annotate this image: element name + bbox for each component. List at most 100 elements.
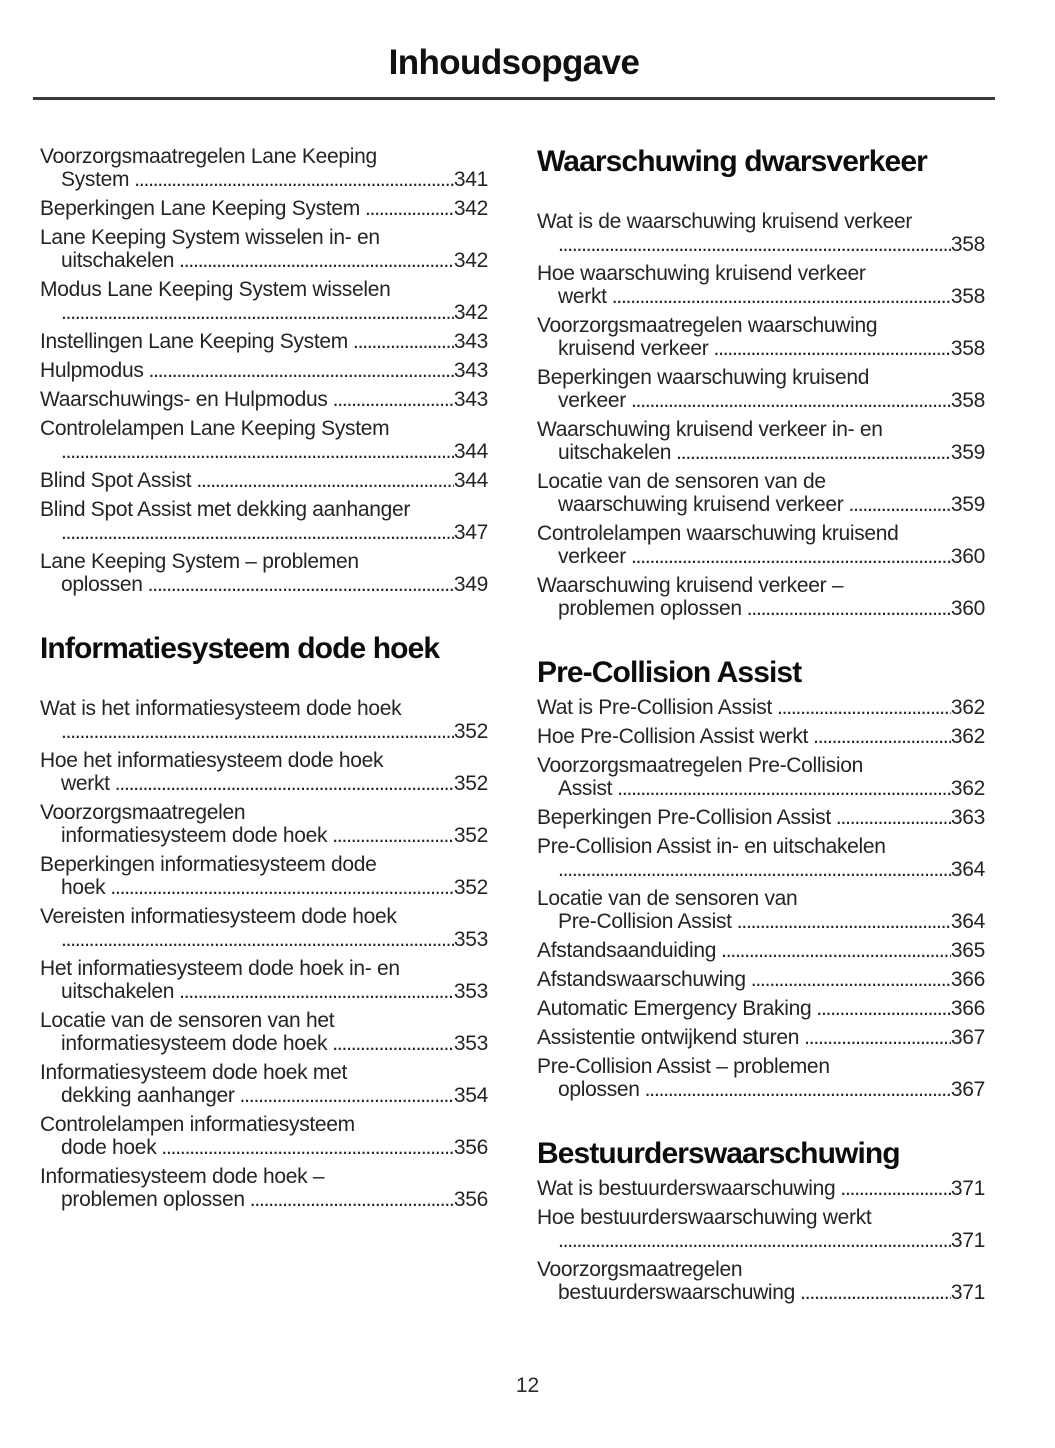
toc-entry: Hoe Pre-Collision Assist werkt..........…	[537, 725, 985, 748]
dot-leader: ........................................…	[196, 469, 454, 492]
dot-leader: ........................................…	[816, 997, 951, 1020]
entry-leader-line: Instellingen Lane Keeping System........…	[40, 330, 488, 353]
dot-leader: ........................................…	[61, 720, 454, 743]
toc-entry: Locatie van de sensoren van Pre-Collision…	[537, 887, 985, 933]
entry-text: uitschakelen	[558, 441, 672, 464]
entry-text: kruisend verkeer	[558, 337, 709, 360]
entry-text: Instellingen Lane Keeping System	[40, 330, 348, 353]
entry-page-number: 366	[950, 997, 985, 1020]
entry-text-line: Lane Keeping System wisselen in- en	[40, 226, 380, 249]
entry-leader-line: werkt...................................…	[537, 285, 985, 308]
entry-text: Automatic Emergency Braking	[537, 997, 812, 1020]
dot-leader: ........................................…	[179, 980, 454, 1003]
entry-text-line: Wat is het informatiesysteem dode hoek	[40, 697, 402, 720]
dot-leader: ........................................…	[558, 233, 951, 256]
entry-leader-line: kruisend verkeer........................…	[537, 337, 985, 360]
toc-entry: Waarschuwing kruisend verkeer in- en uits…	[537, 418, 985, 464]
toc-entry: Controlelampen Lane Keeping System......…	[40, 417, 488, 463]
entry-leader-line: ........................................…	[537, 1229, 985, 1252]
entry-text: werkt	[558, 285, 607, 308]
entry-text-line: Vereisten informatiesysteem dode hoek	[40, 905, 397, 928]
toc-entry: Beperkingen Lane Keeping System.........…	[40, 197, 488, 220]
toc-entry: Voorzorgsmaatregelen Pre-Collision Assist…	[537, 754, 985, 800]
dot-leader: ........................................…	[61, 521, 454, 544]
entry-text-line: Pre-Collision Assist in- en uitschakelen	[537, 835, 886, 858]
entry-leader-line: verkeer.................................…	[537, 389, 985, 412]
entry-leader-line: ........................................…	[537, 233, 985, 256]
entry-leader-line: informatiesysteem dode hoek.............…	[40, 824, 488, 847]
entry-text: informatiesysteem dode hoek	[61, 824, 328, 847]
entry-text-line: Informatiesysteem dode hoek met	[40, 1061, 348, 1084]
dot-leader: ........................................…	[239, 1084, 454, 1107]
entry-leader-line: ........................................…	[40, 720, 488, 743]
dot-leader: ........................................…	[746, 597, 951, 620]
section-entries: Wat is Pre-Collision Assist.............…	[537, 696, 985, 1101]
entry-leader-line: Blind Spot Assist.......................…	[40, 469, 488, 492]
entry-page-number: 352	[453, 720, 488, 743]
section-entries: Wat is de waarschuwing kruisend verkeer.…	[537, 210, 985, 620]
entry-leader-line: Assist..................................…	[537, 777, 985, 800]
entry-leader-line: Wat is bestuurderswaarschuwing..........…	[537, 1177, 985, 1200]
toc-column: Voorzorgsmaatregelen Lane Keeping System.…	[40, 145, 488, 1310]
entry-leader-line: Assistentie ontwijkend sturen...........…	[537, 1026, 985, 1049]
entry-text: dode hoek	[61, 1136, 157, 1159]
entry-leader-line: uitschakelen............................…	[40, 249, 488, 272]
dot-leader: ........................................…	[148, 359, 454, 382]
entry-page-number: 344	[453, 469, 488, 492]
toc-entry: Assistentie ontwijkend sturen...........…	[537, 1026, 985, 1049]
entry-text-line: Waarschuwing kruisend verkeer –	[537, 574, 844, 597]
entry-text-line: Locatie van de sensoren van het	[40, 1009, 335, 1032]
toc-entry: Hulpmodus...............................…	[40, 359, 488, 382]
dot-leader: ........................................…	[630, 545, 951, 568]
entry-leader-line: problemen oplossen......................…	[537, 597, 985, 620]
dot-leader: ........................................…	[332, 824, 454, 847]
entry-leader-line: Afstandsaanduiding......................…	[537, 939, 985, 962]
toc-entry: Locatie van de sensoren van het informati…	[40, 1009, 488, 1055]
page-title: Inhoudsopgave	[388, 43, 640, 82]
entry-leader-line: uitschakelen............................…	[537, 441, 985, 464]
entry-page-number: 362	[950, 725, 985, 748]
entry-page-number: 358	[950, 389, 985, 412]
toc-entry: Voorzorgsmaatregelen bestuurderswaarschuw…	[537, 1258, 985, 1304]
dot-leader: ........................................…	[848, 493, 951, 516]
entry-leader-line: ........................................…	[40, 928, 488, 951]
entry-leader-line: Hulpmodus...............................…	[40, 359, 488, 382]
entry-page-number: 371	[950, 1229, 985, 1252]
entry-text: oplossen	[61, 573, 143, 596]
entry-page-number: 352	[453, 824, 488, 847]
toc-entry: Waarschuwings- en Hulpmodus.............…	[40, 388, 488, 411]
entry-leader-line: dekking aanhanger.......................…	[40, 1084, 488, 1107]
entry-text: Beperkingen Pre-Collision Assist	[537, 806, 831, 829]
entry-page-number: 343	[453, 388, 488, 411]
entry-text: oplossen	[558, 1078, 640, 1101]
entry-text: werkt	[61, 772, 110, 795]
dot-leader: ........................................…	[364, 197, 454, 220]
entry-page-number: 359	[950, 493, 985, 516]
section-heading: Waarschuwing dwarsverkeer	[537, 145, 928, 178]
dot-leader: ........................................…	[835, 806, 951, 829]
entry-text: Blind Spot Assist	[40, 469, 192, 492]
dot-leader: ........................................…	[61, 928, 454, 951]
section-heading: Pre-Collision Assist	[537, 656, 802, 689]
entry-page-number: 342	[453, 301, 488, 324]
toc-entry: Afstandswaarschuwing....................…	[537, 968, 985, 991]
entry-page-number: 371	[950, 1281, 985, 1304]
entry-text: Wat is bestuurderswaarschuwing	[537, 1177, 836, 1200]
entry-page-number: 343	[453, 359, 488, 382]
dot-leader: ........................................…	[750, 968, 951, 991]
dot-leader: ........................................…	[332, 388, 454, 411]
entry-leader-line: problemen oplossen......................…	[40, 1188, 488, 1211]
entry-leader-line: Pre-Collision Assist....................…	[537, 910, 985, 933]
toc-entry: Voorzorgsmaatregelen waarschuwing kruisen…	[537, 314, 985, 360]
toc-entry: Informatiesysteem dode hoek met dekking a…	[40, 1061, 488, 1107]
toc-entry: Voorzorgsmaatregelen Lane Keeping System.…	[40, 145, 488, 191]
entry-leader-line: ........................................…	[537, 858, 985, 881]
entry-page-number: 353	[453, 928, 488, 951]
dot-leader: ........................................…	[777, 696, 951, 719]
entry-text: informatiesysteem dode hoek	[61, 1032, 328, 1055]
entry-text-line: Controlelampen informatiesysteem	[40, 1113, 355, 1136]
toc-entry: Vereisten informatiesysteem dode hoek...…	[40, 905, 488, 951]
dot-leader: ........................................…	[617, 777, 951, 800]
entry-text-line: Blind Spot Assist met dekking aanhanger	[40, 498, 411, 521]
